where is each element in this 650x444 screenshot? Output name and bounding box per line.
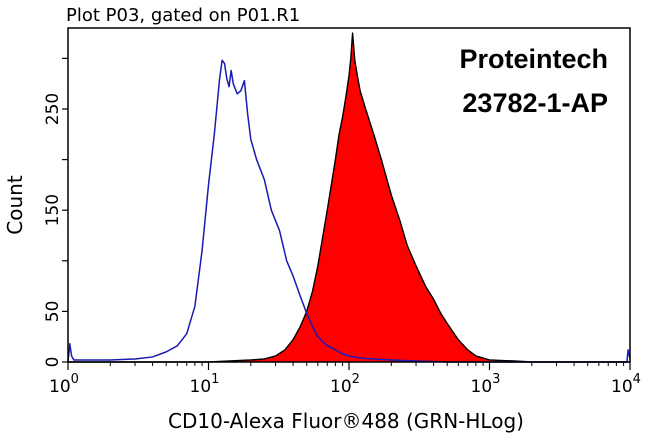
y-ticks: 0 50 150 250 (43, 57, 68, 368)
x-tick-label: 100 (49, 372, 79, 397)
filled-histogram-area (68, 33, 630, 363)
x-tick-label: 104 (611, 372, 641, 397)
filled-histogram-outline (68, 32, 630, 363)
y-axis-label: Count (3, 175, 27, 235)
x-tick-label: 103 (471, 372, 501, 397)
x-tick-label: 102 (330, 372, 360, 397)
control-histogram-line (67, 59, 631, 363)
plot-frame (67, 27, 631, 363)
brand-name: Proteintech (459, 44, 608, 74)
y-tick-label: 150 (43, 194, 63, 226)
x-tick-label: 101 (190, 372, 220, 397)
y-tick-label: 0 (43, 357, 63, 368)
y-tick-label: 50 (43, 301, 63, 323)
catalog-number: 23782-1-AP (462, 88, 608, 118)
x-ticks: 100 101 102 103 104 (49, 362, 641, 397)
y-tick-label: 250 (43, 93, 63, 125)
series-layer (67, 32, 631, 363)
chart-title: Plot P03, gated on P01.R1 (66, 5, 300, 26)
x-axis-label: CD10-Alexa Fluor®488 (GRN-HLog) (168, 409, 524, 433)
